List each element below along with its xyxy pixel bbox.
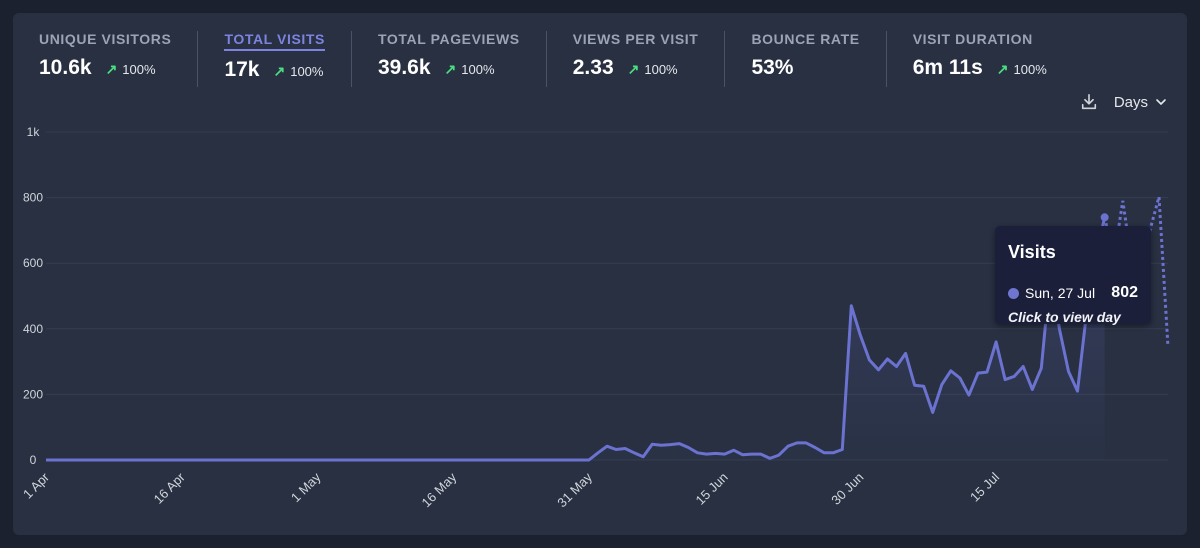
metric-change-value: 100% — [644, 62, 678, 77]
trend-up-arrow-icon: ↗ — [627, 61, 640, 77]
metric-value: 10.6k — [39, 56, 92, 79]
metric-row: 6m 11s ↗ 100% — [913, 56, 1047, 80]
metric-card[interactable]: VISIT DURATION 6m 11s ↗ 100% — [887, 31, 1073, 87]
chart-toolbar: Days — [1080, 93, 1167, 111]
metric-row: 10.6k ↗ 100% — [39, 56, 171, 80]
y-tick-label: 400 — [23, 322, 43, 336]
metric-label: VISIT DURATION — [912, 31, 1033, 47]
metric-change-value: 100% — [461, 62, 495, 77]
x-tick-label: 16 May — [419, 469, 460, 510]
visits-area — [46, 217, 1105, 460]
metric-card[interactable]: VIEWS PER VISIT 2.33 ↗ 100% — [547, 31, 726, 87]
x-tick-label: 15 Jun — [693, 470, 731, 508]
metric-label: TOTAL PAGEVIEWS — [377, 31, 520, 47]
metric-change: ↗ 100% — [445, 61, 495, 78]
metrics-bar: UNIQUE VISITORS 10.6k ↗ 100% TOTAL VISITS 17k… — [13, 31, 1073, 101]
visits-line — [46, 216, 1107, 462]
metric-card[interactable]: BOUNCE RATE 53% — [725, 31, 887, 87]
x-tick-label: 1 May — [288, 469, 324, 505]
tooltip-value: 802 — [1111, 284, 1138, 301]
y-tick-label: 1k — [27, 125, 41, 139]
metric-change: ↗ 100% — [106, 61, 156, 78]
y-tick-label: 0 — [30, 453, 37, 467]
metric-value: 39.6k — [377, 56, 431, 79]
highlight-point — [1100, 213, 1109, 222]
visits-line-incomplete — [1103, 196, 1170, 347]
trend-up-arrow-icon: ↗ — [273, 63, 286, 79]
metric-row: 2.33 ↗ 100% — [573, 56, 699, 80]
metric-card[interactable]: UNIQUE VISITORS 10.6k ↗ 100% — [13, 31, 199, 87]
metric-card[interactable]: TOTAL VISITS 17k ↗ 100% — [198, 31, 352, 87]
x-tick-label: 16 Apr — [151, 469, 189, 507]
metric-row: 39.6k ↗ 100% — [378, 56, 520, 80]
metric-change: ↗ 100% — [997, 61, 1047, 78]
visits-line-chart[interactable]: 0 200 400 600 800 1k 1 Apr 16 Apr 1 May 16 May 31 … — [13, 13, 1187, 535]
metric-value: 2.33 — [572, 56, 614, 79]
metric-change: ↗ 100% — [628, 61, 678, 78]
metric-change-value: 100% — [122, 62, 156, 77]
trend-up-arrow-icon: ↗ — [996, 61, 1009, 77]
y-tick-label: 200 — [23, 387, 43, 401]
y-tick-label: 600 — [23, 256, 43, 270]
chart-tooltip[interactable]: Visits Sun, 27 Jul 802 Click to view day — [995, 226, 1151, 325]
metric-value: 6m 11s — [912, 56, 983, 79]
tooltip-row: Sun, 27 Jul 802 — [1008, 284, 1138, 302]
metric-change-value: 100% — [290, 64, 324, 79]
y-tick-label: 800 — [23, 191, 43, 205]
metric-label: UNIQUE VISITORS — [39, 31, 172, 47]
metric-label: BOUNCE RATE — [751, 31, 860, 47]
chart-panel: UNIQUE VISITORS 10.6k ↗ 100% TOTAL VISITS 17k… — [13, 13, 1187, 535]
metric-card[interactable]: TOTAL PAGEVIEWS 39.6k ↗ 100% — [352, 31, 547, 87]
metric-change-value: 100% — [1013, 62, 1047, 77]
metric-change: ↗ 100% — [273, 63, 323, 80]
interval-select[interactable]: Days — [1114, 94, 1167, 111]
download-icon[interactable] — [1080, 93, 1098, 111]
series-dot-icon — [1008, 287, 1019, 299]
metric-row: 53% — [751, 56, 859, 80]
x-tick-label: 31 May — [554, 469, 595, 510]
x-tick-label: 15 Jul — [967, 469, 1002, 504]
interval-label: Days — [1113, 93, 1148, 111]
tooltip-date: Sun, 27 Jul — [1025, 285, 1096, 301]
x-tick-label: 1 Apr — [20, 469, 53, 502]
metric-value: 17k — [224, 58, 260, 81]
trend-up-arrow-icon: ↗ — [444, 61, 457, 77]
metric-label: TOTAL VISITS — [224, 31, 325, 51]
metric-label: VIEWS PER VISIT — [572, 31, 699, 47]
tooltip-hint: Click to view day — [1008, 309, 1121, 325]
chevron-down-icon — [1156, 99, 1166, 105]
trend-up-arrow-icon: ↗ — [105, 61, 118, 77]
x-tick-label: 30 Jun — [828, 470, 866, 508]
metric-value: 53% — [751, 56, 794, 79]
tooltip-title: Visits — [1008, 242, 1056, 262]
metric-row: 17k ↗ 100% — [224, 58, 325, 82]
